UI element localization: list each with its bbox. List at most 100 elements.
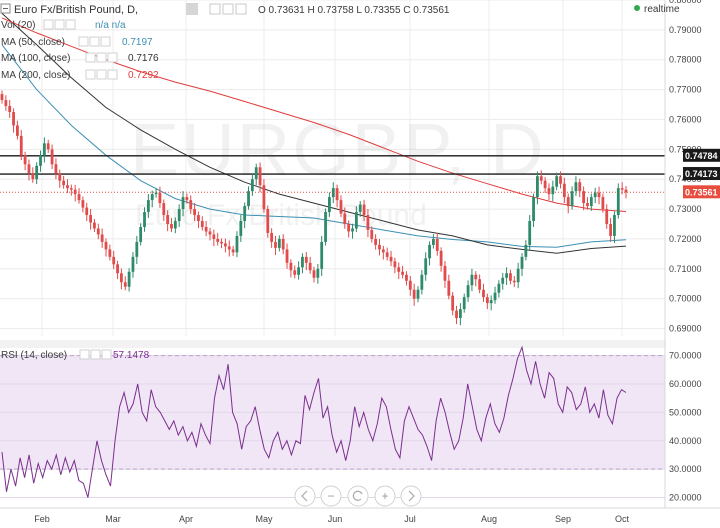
candle-body (131, 256, 135, 272)
legend-button-icon[interactable] (100, 36, 111, 47)
time-scale[interactable] (0, 508, 720, 528)
ma200-value: 0.7292 (128, 70, 159, 81)
candle-body (243, 206, 247, 222)
candle-body (185, 197, 189, 201)
legend-buttons-indicators[interactable] (43, 19, 118, 360)
candle-body (0, 94, 4, 101)
legend-button-icon[interactable] (65, 19, 76, 30)
candle-body (54, 164, 58, 174)
last-price-tag (683, 185, 720, 199)
level-tag (683, 167, 720, 181)
candle-body (258, 167, 262, 186)
candle-body (424, 258, 428, 275)
candle-body (347, 224, 351, 232)
candle-body (447, 280, 451, 296)
chevron-right-icon (408, 490, 415, 502)
candle-body (428, 244, 431, 259)
candle-body (227, 246, 231, 250)
candle-body (262, 185, 266, 210)
legend-button-icon[interactable] (85, 52, 96, 63)
candle-body (485, 297, 489, 304)
zoom-out-button[interactable] (320, 485, 342, 507)
rsi-value: 57.1478 (113, 350, 150, 361)
candle-body (31, 173, 35, 180)
candle-body (536, 176, 539, 198)
candle-body (274, 241, 277, 248)
ma-line (1, 13, 627, 254)
settings-icon[interactable] (222, 3, 234, 15)
legend-button-icon[interactable] (43, 19, 54, 30)
candle-body (412, 289, 416, 299)
ma100-label[interactable]: MA (100, close) (1, 53, 70, 64)
legend-button-icon[interactable] (89, 36, 100, 47)
price-scale[interactable] (665, 0, 720, 508)
pane-separator[interactable] (0, 340, 665, 348)
candle-body (601, 197, 605, 210)
vol-label[interactable]: Vol (20) (1, 20, 35, 31)
legend-button-icon[interactable] (85, 69, 96, 80)
candle-body (509, 273, 512, 281)
candle-body (77, 194, 81, 201)
legend-button-icon[interactable] (96, 69, 107, 80)
ma50-label[interactable]: MA (50, close) (1, 37, 65, 48)
candle-body (366, 215, 370, 230)
rsi-tick-label: 50.0000 (669, 407, 702, 417)
legend-button-icon[interactable] (96, 52, 107, 63)
candle-body (613, 215, 616, 236)
format-icon[interactable] (186, 3, 198, 15)
main-grid (0, 0, 665, 336)
candle-body (543, 180, 547, 189)
candle-body (35, 165, 39, 180)
legend-button-icon[interactable] (78, 36, 89, 47)
candle-body (4, 100, 8, 107)
legend-buttons-main[interactable] (186, 3, 247, 15)
legend-button-icon[interactable] (101, 349, 112, 360)
time-tick-label: Sep (555, 514, 571, 524)
hide-icon[interactable] (209, 3, 221, 15)
horizontal-levels[interactable] (0, 155, 665, 193)
rsi-label[interactable]: RSI (14, close) (1, 350, 67, 361)
candle-body (555, 176, 559, 187)
candle-body (316, 268, 320, 278)
time-tick-label: May (255, 514, 273, 524)
candle-body (197, 215, 200, 222)
rsi-tick-label: 70.0000 (669, 351, 702, 361)
candle-body (89, 215, 92, 223)
candle-body (401, 271, 404, 275)
legend-button-icon[interactable] (107, 52, 118, 63)
candle-body (220, 241, 223, 244)
legend-button-icon[interactable] (90, 349, 101, 360)
candle-body (524, 244, 528, 257)
candle-body (578, 182, 582, 192)
candle-body (85, 207, 89, 216)
legend-button-icon[interactable] (107, 69, 118, 80)
price-tick-label: 0.77000 (669, 85, 702, 95)
price-tick-label: 0.76000 (669, 114, 702, 124)
candle-body (250, 179, 254, 192)
candle-body (497, 283, 501, 293)
time-tick-label: Mar (105, 514, 121, 524)
ma200-label[interactable]: MA (200, close) (1, 70, 70, 81)
scroll-left-button[interactable] (294, 485, 316, 507)
candle-body (566, 197, 570, 207)
candle-body (339, 200, 343, 214)
candle-body (162, 203, 166, 216)
candle-body (328, 197, 331, 213)
candle-body (112, 256, 116, 265)
candle-body (381, 249, 385, 253)
legend-button-icon[interactable] (54, 19, 65, 30)
price-tick-label: 0.70000 (669, 294, 702, 304)
zoom-in-button[interactable] (374, 485, 396, 507)
candle-body (478, 279, 482, 290)
chart-navigation[interactable]: − + (294, 485, 422, 507)
candle-body (331, 188, 335, 198)
more-icon[interactable] (235, 3, 247, 15)
candle-body (435, 238, 439, 251)
legend-button-icon[interactable] (79, 349, 90, 360)
candle-body (432, 238, 435, 245)
reset-button[interactable] (347, 485, 369, 507)
scroll-right-button[interactable] (400, 485, 422, 507)
candle-body (335, 188, 339, 201)
candle-body (143, 212, 146, 227)
